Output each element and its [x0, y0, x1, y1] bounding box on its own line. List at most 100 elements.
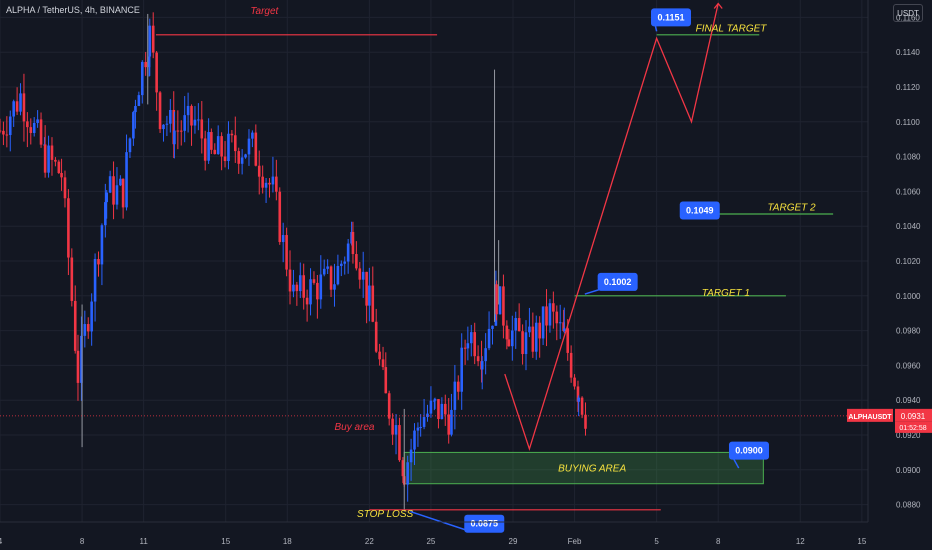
candle-body: [340, 263, 343, 266]
candle-body: [413, 430, 416, 450]
candle-body: [573, 377, 576, 387]
candle-body: [132, 112, 135, 139]
candle-body: [104, 202, 107, 226]
candle-body: [534, 322, 538, 352]
candle-body: [460, 347, 464, 392]
candle-body: [521, 331, 524, 355]
candle-body: [309, 279, 312, 305]
candle-body: [426, 413, 429, 418]
candle-body: [538, 322, 541, 339]
candle-body: [329, 266, 333, 290]
y-tick-label: 0.0980: [896, 327, 921, 336]
target-2-label: TARGET 2: [767, 203, 816, 214]
candle-body: [261, 176, 264, 188]
candle-body: [381, 359, 385, 368]
candle-body: [147, 56, 151, 68]
candle-body: [190, 105, 193, 126]
projection-path: [504, 3, 719, 452]
candle-body: [422, 417, 426, 427]
candle-body: [223, 156, 227, 162]
candle-body: [169, 109, 172, 124]
candle-body: [541, 306, 545, 339]
candlestick-series: [0, 12, 587, 512]
y-tick-label: 0.0900: [896, 466, 921, 475]
candle-body: [12, 101, 15, 117]
candle-body: [484, 348, 487, 362]
candle-body: [83, 324, 87, 336]
callout-stop-loss-pointer: [410, 510, 469, 532]
candle-body: [22, 93, 26, 122]
stop-loss-label: STOP LOSS: [357, 509, 413, 520]
candle-body: [137, 95, 141, 107]
y-tick-label: 0.1040: [896, 222, 921, 231]
candle-body: [76, 350, 80, 383]
candle-body: [172, 109, 176, 145]
candle-body: [275, 176, 278, 192]
candle-body: [26, 121, 29, 128]
candle-body: [54, 159, 57, 162]
candle-body: [374, 321, 378, 352]
candle-body: [63, 177, 67, 199]
candle-body: [268, 182, 271, 185]
candle-body: [125, 152, 128, 208]
price-axis-bg: [868, 0, 932, 550]
candle-body: [281, 235, 285, 243]
candle-body: [90, 301, 93, 332]
candle-body: [230, 133, 234, 136]
candle-body: [316, 282, 319, 300]
y-tick-label: 0.0940: [896, 396, 921, 405]
candle-body: [244, 154, 247, 158]
candle-body: [466, 343, 470, 349]
candle-body: [566, 328, 570, 353]
candle-body: [447, 414, 451, 435]
candle-body: [398, 425, 401, 461]
candle-body: [391, 418, 394, 435]
candle-body: [176, 130, 180, 132]
symbol-title: ALPHA / TetherUS, 4h, BINANCE: [6, 5, 140, 15]
candle-body: [0, 130, 2, 132]
candle-body: [456, 381, 460, 392]
candle-body: [517, 318, 521, 332]
candle-body: [336, 265, 340, 285]
candle-body: [186, 105, 190, 116]
candle-body: [416, 427, 420, 431]
callout-target-2-text: 0.1049: [686, 206, 714, 216]
currency-button[interactable]: USDT: [893, 4, 923, 22]
candle-body: [288, 269, 292, 292]
candle-body: [387, 393, 391, 419]
candle-body: [528, 326, 531, 333]
candle-body: [302, 275, 305, 298]
candle-body: [108, 176, 112, 193]
symbol-price-tag-bg: [847, 408, 893, 422]
callout-target-1-box: [597, 272, 638, 291]
candle-body: [271, 176, 275, 185]
candle-body: [134, 106, 137, 113]
candle-body: [264, 182, 268, 188]
target-1-label: TARGET 1: [702, 288, 750, 299]
x-tick-label: 8: [80, 537, 85, 546]
candle-body: [480, 361, 484, 370]
candle-body: [450, 409, 453, 435]
candle-body: [322, 268, 326, 275]
final-target-label: FINAL TARGET: [696, 23, 768, 34]
candle-body: [440, 403, 444, 419]
candle-body: [93, 259, 97, 302]
candle-body: [39, 119, 43, 145]
candle-body: [562, 322, 565, 331]
y-tick-label: 0.0920: [896, 431, 921, 440]
candle-body: [569, 352, 573, 378]
candle-body: [183, 115, 186, 131]
candle-body: [333, 284, 336, 290]
candle-body: [220, 136, 223, 157]
candle-body: [368, 285, 371, 306]
candle-body: [401, 460, 405, 477]
candle-body: [47, 145, 50, 173]
candle-body: [240, 157, 244, 164]
candle-body: [193, 119, 197, 126]
price-tags: ALPHAUSDT 0.0931 01:52:58: [847, 408, 932, 433]
candle-body: [15, 101, 19, 112]
candle-body: [158, 92, 162, 130]
candle-body: [8, 116, 12, 136]
candle-body: [312, 279, 316, 283]
